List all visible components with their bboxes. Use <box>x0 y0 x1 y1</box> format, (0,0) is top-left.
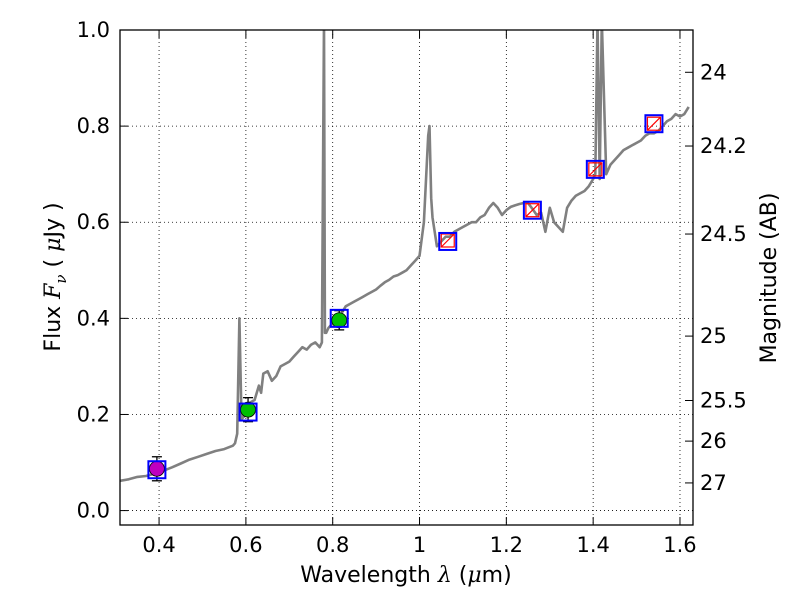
x-tick-label: 0.6 <box>229 533 262 557</box>
points-layer <box>147 114 664 482</box>
mag-tick-label: 25 <box>700 324 727 348</box>
ticks: 0.4 0.6 0.8 1 1.2 1.4 1.6 0.0 0.2 0.4 0.6 0.8 1.0 24 2… <box>77 18 747 557</box>
observed-point <box>646 116 662 131</box>
plot-frame <box>119 29 694 526</box>
model-point <box>644 114 664 134</box>
observed-point <box>331 312 348 329</box>
x-tick-label: 0.4 <box>142 533 175 557</box>
mag-tick-label: 27 <box>700 471 727 495</box>
model-point <box>329 308 349 328</box>
y-tick-label: 0.8 <box>77 114 110 138</box>
mag-tick-label: 24 <box>700 60 727 84</box>
x-tick-label: 1.2 <box>490 533 523 557</box>
model-point <box>522 200 542 220</box>
y-tick-label: 0.6 <box>77 210 110 234</box>
magnitude-axis-label: Magnitude (AB) <box>757 193 782 364</box>
observed-point <box>588 162 603 177</box>
model-point <box>147 460 167 480</box>
y-tick-label: 0.2 <box>77 402 110 426</box>
y-tick-label: 0.0 <box>77 499 110 523</box>
x-tick-label: 1.6 <box>663 533 696 557</box>
x-tick-label: 1 <box>413 533 426 557</box>
upper-limit-mark <box>647 116 661 131</box>
mag-tick-label: 26 <box>700 429 727 453</box>
y-tick-label: 0.4 <box>77 306 110 330</box>
x-axis-label: Wavelength λ (μm) <box>300 563 511 588</box>
mag-tick-label: 24.5 <box>700 222 747 246</box>
model-point <box>438 231 458 251</box>
upper-limit-mark <box>440 233 455 248</box>
y-axis-label: Flux Fν ( μJy ) <box>41 202 70 351</box>
upper-limit-mark <box>588 162 603 177</box>
y-tick-label: 1.0 <box>77 18 110 42</box>
observed-point <box>525 203 540 218</box>
grid <box>120 29 693 525</box>
observed-point <box>440 233 455 248</box>
observed-point <box>148 460 165 477</box>
mag-tick-label: 24.2 <box>700 134 747 158</box>
model-point <box>238 402 258 422</box>
upper-limit-mark <box>525 203 540 218</box>
model-point <box>585 159 605 179</box>
spectrum-line <box>120 30 690 483</box>
mag-tick-label: 25.5 <box>700 388 747 412</box>
x-tick-label: 0.8 <box>316 533 349 557</box>
plot-area <box>120 30 690 483</box>
x-tick-label: 1.4 <box>576 533 609 557</box>
